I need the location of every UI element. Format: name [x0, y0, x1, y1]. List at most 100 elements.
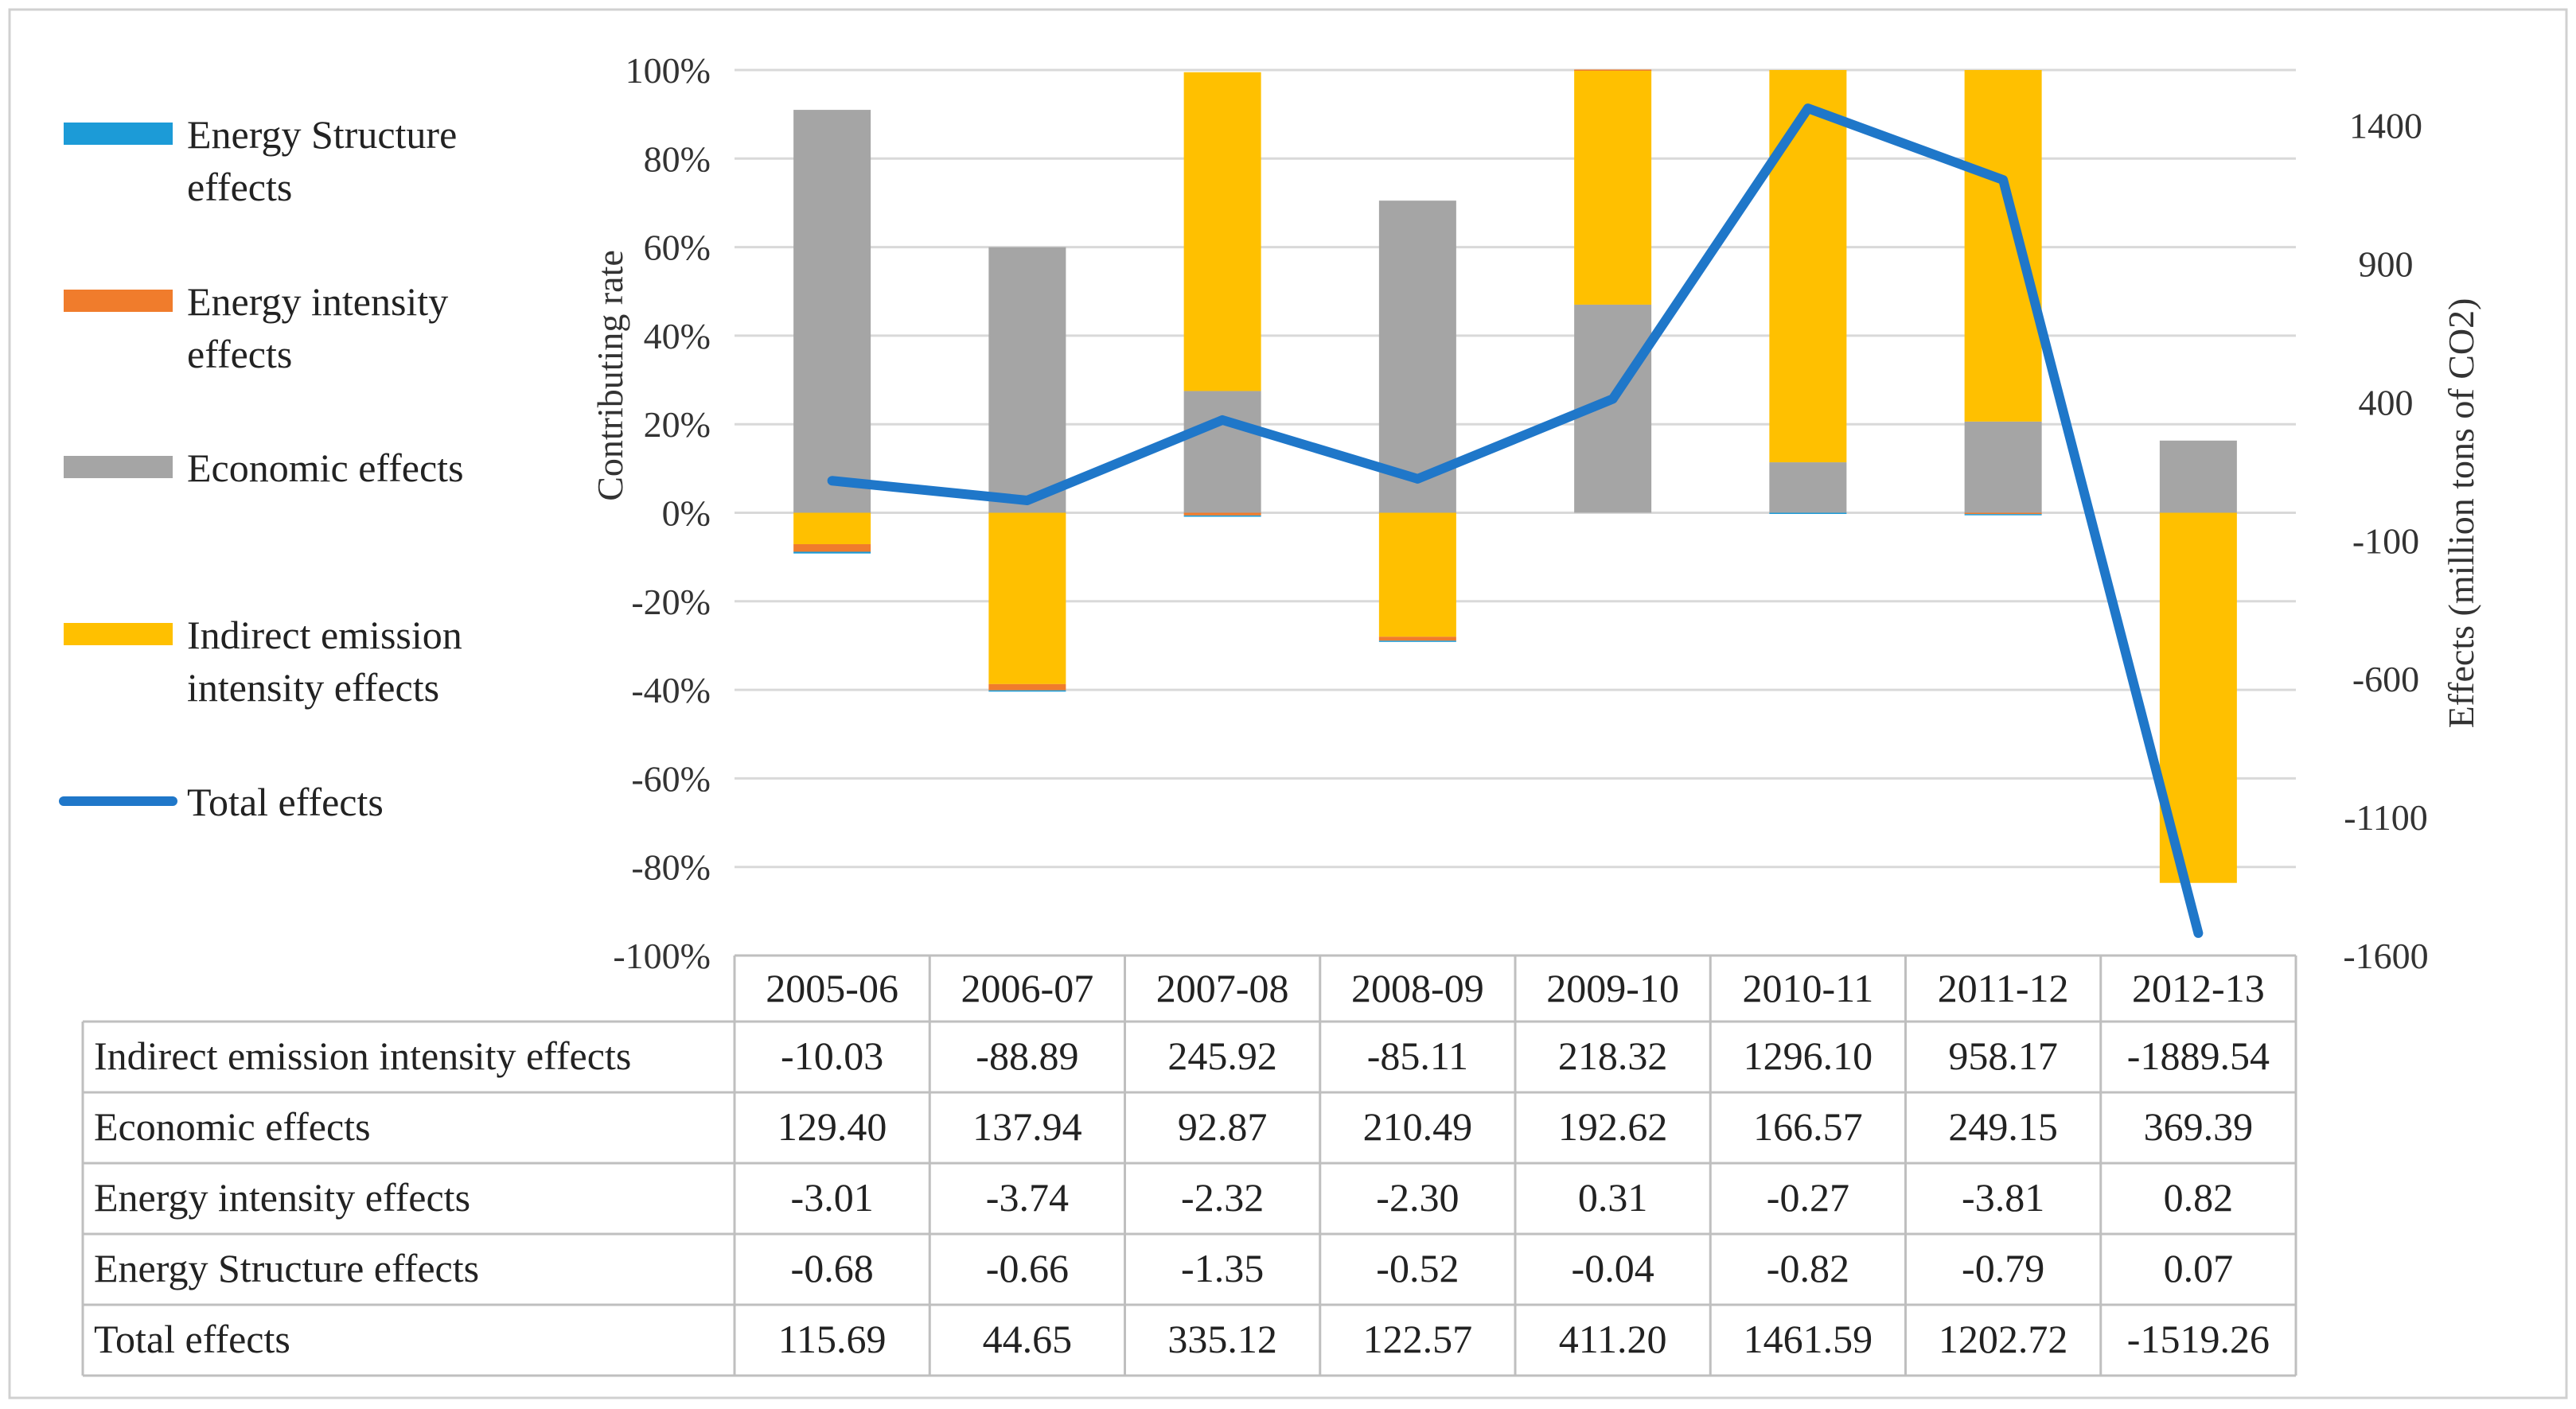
table-cell-value: -0.79 — [1962, 1246, 2044, 1290]
x-tick-label: 2008-09 — [1351, 966, 1484, 1010]
y-left-tick-label: 20% — [644, 404, 711, 445]
table-cell-value: -0.68 — [791, 1246, 874, 1290]
table-cell-value: -3.81 — [1962, 1175, 2044, 1220]
bar-energy-intensity-effects-2011-12 — [1964, 512, 2042, 515]
bar-energy-structure-effects-2007-08 — [1183, 515, 1261, 517]
bar-energy-intensity-effects-2005-06 — [793, 544, 871, 552]
x-tick-label: 2009-10 — [1546, 966, 1679, 1010]
legend-label-economic-effects: Economic effects — [187, 446, 464, 490]
legend-swatch-energy-structure-effects — [64, 123, 173, 145]
table-cell-value: 1296.10 — [1744, 1033, 1873, 1078]
legend-label-energy-structure-effects: effects — [187, 165, 292, 209]
bar-indirect-emission-intensity-effects-2005-06 — [793, 512, 871, 545]
table-cell-value: 166.57 — [1753, 1104, 1863, 1149]
y-left-tick-label: -20% — [631, 582, 711, 622]
y-left-tick-label: -80% — [631, 847, 711, 888]
table-cell-value: -0.52 — [1376, 1246, 1459, 1290]
table-cell-value: 129.40 — [777, 1104, 887, 1149]
x-tick-label: 2007-08 — [1156, 966, 1289, 1010]
table-cell-value: -10.03 — [781, 1033, 883, 1078]
bar-indirect-emission-intensity-effects-2010-11 — [1769, 70, 1847, 463]
legend-label-energy-intensity-effects: effects — [187, 332, 292, 376]
bar-indirect-emission-intensity-effects-2011-12 — [1964, 70, 2042, 422]
table-cell-value: 249.15 — [1948, 1104, 2058, 1149]
table-cell-value: 0.07 — [2164, 1246, 2234, 1290]
y-right-tick-label: -100 — [2352, 520, 2419, 561]
y-left-tick-label: 0% — [662, 493, 711, 534]
table-cell-value: 411.20 — [1559, 1317, 1667, 1361]
table-cell-value: 44.65 — [983, 1317, 1073, 1361]
table-cell-value: -1519.26 — [2127, 1317, 2270, 1361]
legend-swatch-economic-effects — [64, 456, 173, 478]
table-cell-value: 218.32 — [1558, 1033, 1668, 1078]
table-cell-value: -0.82 — [1767, 1246, 1849, 1290]
table-cell-value: 122.57 — [1363, 1317, 1473, 1361]
series-line-total-effects — [827, 103, 2204, 938]
table-cell-value: -1889.54 — [2127, 1033, 2270, 1078]
table-cell-value: -0.66 — [986, 1246, 1069, 1290]
bar-energy-intensity-effects-2006-07 — [988, 683, 1066, 691]
y-left-tick-label: -40% — [631, 670, 711, 710]
table-cell-value: 369.39 — [2144, 1104, 2254, 1149]
legend-label-energy-structure-effects: Energy Structure — [187, 112, 457, 157]
bar-indirect-emission-intensity-effects-2008-09 — [1378, 512, 1456, 637]
bar-indirect-emission-intensity-effects-2007-08 — [1183, 72, 1261, 391]
y-left-tick-label: 80% — [644, 138, 711, 179]
table-cell-value: 192.62 — [1558, 1104, 1668, 1149]
table-cell-value: 115.69 — [778, 1317, 887, 1361]
x-tick-label: 2011-12 — [1938, 966, 2069, 1010]
bar-energy-structure-effects-2006-07 — [988, 690, 1066, 692]
bar-energy-structure-effects-2008-09 — [1378, 640, 1456, 642]
bar-energy-structure-effects-2010-11 — [1769, 512, 1847, 514]
y-left-tick-label: -100% — [613, 936, 711, 976]
table-cell-value: -0.04 — [1572, 1246, 1654, 1290]
bar-energy-intensity-effects-2008-09 — [1378, 636, 1456, 641]
x-tick-label: 2006-07 — [961, 966, 1094, 1010]
legend-label-indirect-emission-intensity-effects: intensity effects — [187, 665, 439, 710]
table-cell-value: 1202.72 — [1939, 1317, 2068, 1361]
bar-energy-structure-effects-2005-06 — [793, 551, 871, 554]
legend-label-indirect-emission-intensity-effects: Indirect emission — [187, 613, 462, 657]
table-cell-value: 92.87 — [1178, 1104, 1268, 1149]
table-row-label: Energy intensity effects — [94, 1175, 470, 1220]
table-cell-value: 210.49 — [1363, 1104, 1473, 1149]
x-tick-label: 2010-11 — [1742, 966, 1873, 1010]
x-tick-label: 2005-06 — [766, 966, 898, 1010]
legend-swatch-energy-intensity-effects — [64, 290, 173, 312]
y-right-tick-label: 400 — [2359, 382, 2414, 422]
table-cell-value: 0.82 — [2164, 1175, 2234, 1220]
table-row-label: Indirect emission intensity effects — [94, 1033, 631, 1078]
y-right-tick-label: -1100 — [2344, 797, 2428, 838]
table-cell-value: 958.17 — [1948, 1033, 2058, 1078]
table-cell-value: -88.89 — [976, 1033, 1078, 1078]
table-row-label: Energy Structure effects — [94, 1246, 479, 1290]
table-cell-value: -2.32 — [1181, 1175, 1264, 1220]
table-cell-value: 1461.59 — [1744, 1317, 1873, 1361]
y-left-tick-label: 40% — [644, 316, 711, 356]
table-cell-value: -2.30 — [1376, 1175, 1459, 1220]
bar-indirect-emission-intensity-effects-2006-07 — [988, 512, 1066, 684]
y-right-tick-label: 1400 — [2349, 106, 2422, 146]
table-cell-value: -0.27 — [1767, 1175, 1849, 1220]
bar-economic-effects-2010-11 — [1769, 462, 1847, 513]
y-left-tick-label: 60% — [644, 228, 711, 268]
bar-energy-intensity-effects-2009-10 — [1574, 69, 1652, 71]
bar-indirect-emission-intensity-effects-2009-10 — [1574, 70, 1652, 305]
bar-economic-effects-2008-09 — [1378, 200, 1456, 513]
y-right-axis-title: Effects (million tons of CO2) — [2441, 298, 2481, 729]
y-left-tick-label: -60% — [631, 758, 711, 799]
legend-swatch-indirect-emission-intensity-effects — [64, 623, 173, 645]
table-row-label: Total effects — [94, 1317, 290, 1361]
bar-economic-effects-2011-12 — [1964, 421, 2042, 513]
table-row-label: Economic effects — [94, 1104, 371, 1149]
bar-economic-effects-2007-08 — [1183, 391, 1261, 513]
bar-energy-intensity-effects-2007-08 — [1183, 512, 1261, 516]
legend-label-total-effects: Total effects — [187, 780, 384, 824]
table-cell-value: -1.35 — [1181, 1246, 1264, 1290]
table-cell-value: 0.31 — [1578, 1175, 1648, 1220]
bar-economic-effects-2012-13 — [2159, 440, 2237, 513]
legend-label-energy-intensity-effects: Energy intensity — [187, 279, 448, 324]
y-left-axis-title: Contributing rate — [590, 250, 630, 501]
y-right-tick-label: -600 — [2352, 659, 2419, 699]
